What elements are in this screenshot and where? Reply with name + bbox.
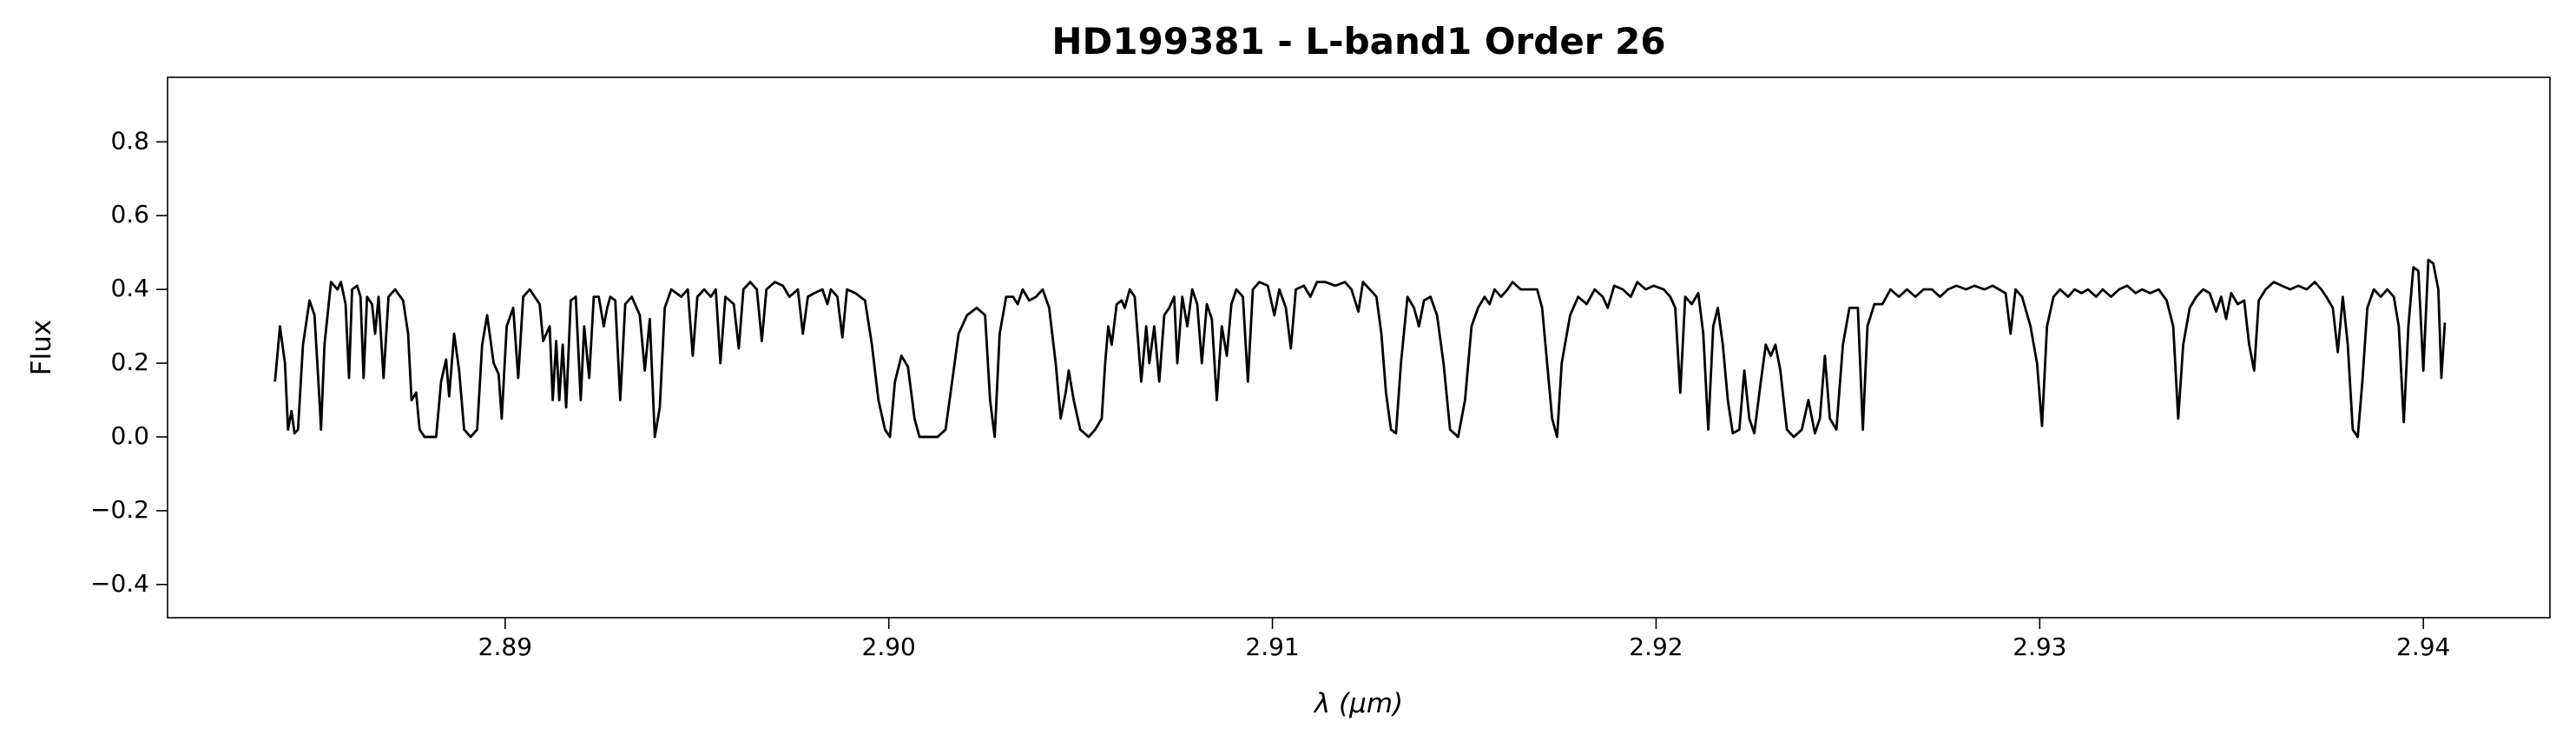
x-tick-label: 2.94 xyxy=(2396,632,2450,661)
x-tick-label: 2.89 xyxy=(478,632,532,661)
x-tick-label: 2.90 xyxy=(862,632,916,661)
spectrum-line xyxy=(273,258,2447,439)
y-tick-label: 0.8 xyxy=(110,126,149,155)
y-tick-label: 0.6 xyxy=(110,200,149,228)
x-tick-label: 2.92 xyxy=(1629,632,1683,661)
axes-frame xyxy=(167,76,2551,619)
y-tick-label: 0.4 xyxy=(110,274,149,302)
x-axis-label: λ (μm) xyxy=(1313,688,1403,719)
x-tick-label: 2.91 xyxy=(1245,632,1299,661)
y-tick-label: −0.2 xyxy=(90,495,149,524)
x-tick-label: 2.93 xyxy=(2013,632,2066,661)
y-tick-label: −0.4 xyxy=(90,569,149,598)
y-tick-label: 0.2 xyxy=(110,348,149,376)
chart-title: HD199381 - L-band1 Order 26 xyxy=(1051,20,1665,63)
y-tick-label: 0.0 xyxy=(110,421,149,450)
y-axis-label: Flux xyxy=(26,320,57,375)
